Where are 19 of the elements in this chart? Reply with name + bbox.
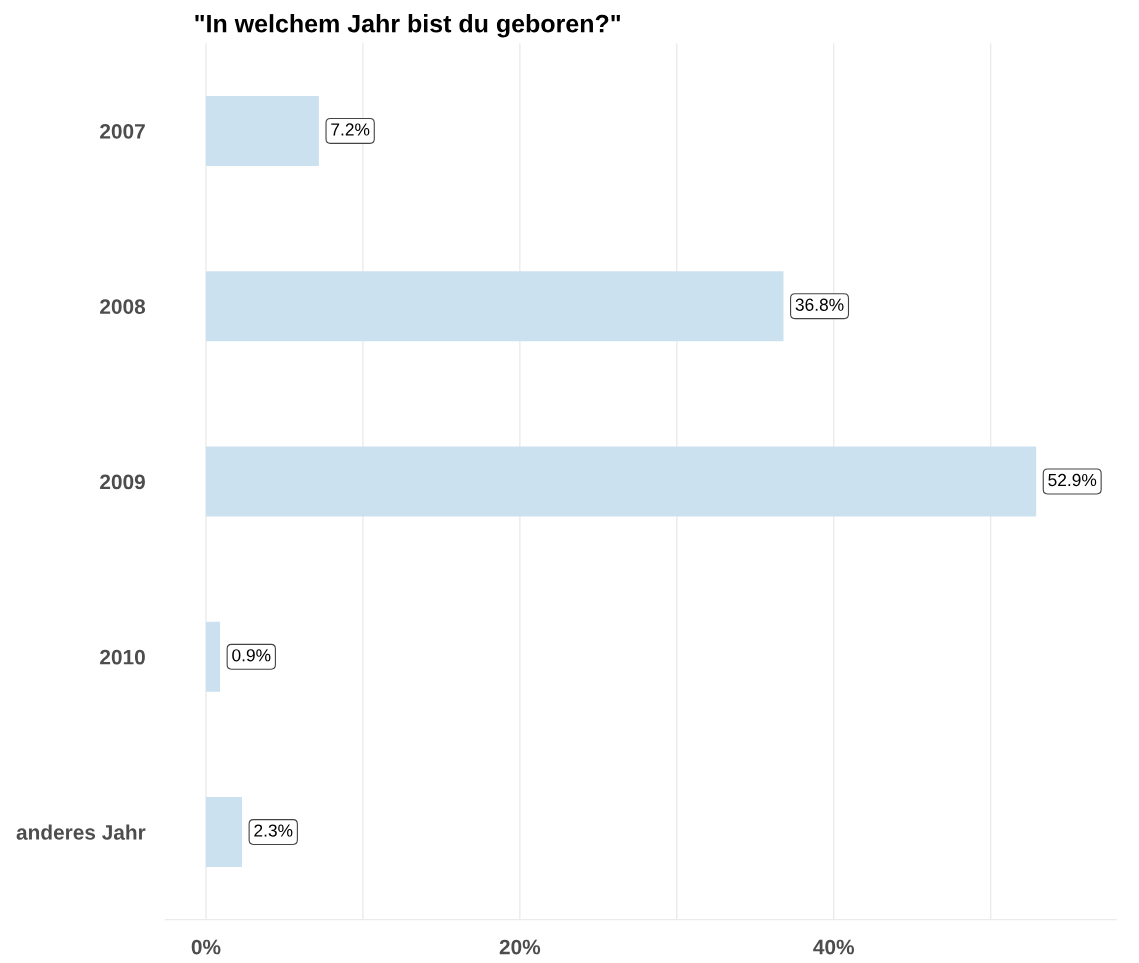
bar: [205, 95, 319, 167]
chart-title: "In welchem Jahr bist du geboren?": [195, 14, 620, 38]
data-label: 36.8%: [795, 298, 844, 311]
bar: [205, 796, 243, 868]
data-label: 52.9%: [1048, 473, 1097, 487]
x-tick-label: 0%: [191, 939, 221, 955]
bar: [205, 446, 1037, 517]
y-tick-label: 2010: [100, 649, 145, 665]
x-tick-label: 20%: [499, 939, 541, 955]
y-tick-label: 2008: [100, 299, 146, 314]
x-tick-label: 40%: [813, 939, 855, 955]
data-label: 0.9%: [232, 649, 271, 662]
y-tick-label: anderes Jahr: [16, 824, 146, 840]
data-label: 7.2%: [331, 123, 370, 136]
data-label: 2.3%: [254, 824, 293, 837]
bar: [205, 271, 784, 342]
bar: [205, 621, 221, 692]
y-tick-label: 2009: [100, 474, 145, 490]
y-tick-label: 2007: [100, 123, 145, 139]
